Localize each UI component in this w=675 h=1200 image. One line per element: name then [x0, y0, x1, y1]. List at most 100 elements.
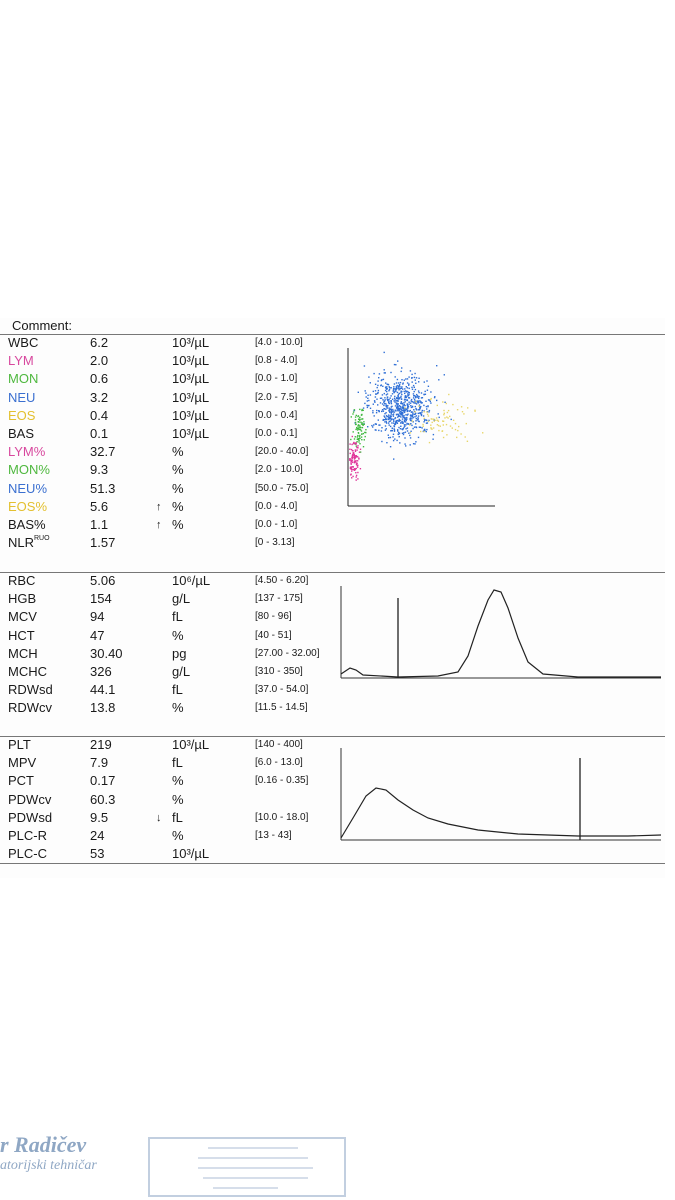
param-unit: fL [172, 755, 183, 771]
param-unit: fL [172, 809, 183, 825]
param-range: [13 - 43] [255, 830, 292, 841]
param-name: BAS [8, 426, 35, 441]
param-value: 30.40 [90, 645, 123, 661]
param-value: 44.1 [90, 682, 116, 698]
param-value: 154 [90, 591, 112, 607]
divider-top [0, 334, 665, 335]
param-value: 0.6 [90, 371, 109, 387]
plt-histogram [340, 748, 662, 841]
param-name: MON% [8, 462, 50, 478]
signature-title: atorijski tehničar [0, 1158, 97, 1173]
param-range: [40 - 51] [255, 629, 292, 641]
param-value: 326 [90, 664, 112, 679]
param-name: PLC-R [8, 828, 48, 843]
param-value: 53 [90, 846, 105, 862]
param-value: 13.8 [90, 700, 116, 716]
param-value: 0.17 [90, 773, 116, 789]
signature-stamp-area: r Radičev atorijski tehničar [0, 1120, 675, 1200]
param-name: MCV [8, 609, 37, 625]
param-unit: 10⁶/µL [172, 573, 211, 588]
param-range: [0 - 3.13] [255, 537, 295, 549]
param-range: [0.0 - 4.0] [255, 500, 298, 512]
param-range: [2.0 - 7.5] [255, 391, 298, 403]
param-name: PCT [8, 773, 34, 789]
param-value: 94 [90, 609, 105, 625]
param-range: [140 - 400] [255, 739, 303, 750]
param-value: 6.2 [90, 335, 109, 350]
param-unit: 10³/µL [172, 371, 210, 387]
lab-stamp-graphic [148, 1137, 346, 1197]
param-name: PLT [8, 737, 31, 752]
param-name: BAS% [8, 517, 46, 532]
param-value: 5.06 [90, 573, 116, 588]
param-value: 9.5 [90, 809, 109, 825]
param-value: 2.0 [90, 353, 109, 369]
param-range: [37.0 - 54.0] [255, 684, 309, 696]
param-unit: % [172, 773, 184, 789]
param-name: RBC [8, 573, 36, 588]
param-name: LYM% [8, 444, 46, 460]
param-value: 47 [90, 627, 105, 643]
signature-name: r Radičev [0, 1132, 87, 1157]
param-name: LYM [8, 353, 34, 369]
param-range: [137 - 175] [255, 593, 303, 605]
param-name: EOS [8, 407, 36, 423]
param-unit: 10³/µL [172, 426, 210, 441]
param-unit: % [172, 791, 184, 807]
param-name: MCHC [8, 664, 47, 679]
param-unit: % [172, 517, 184, 532]
param-range: [2.0 - 10.0] [255, 464, 303, 476]
param-name: NEU% [8, 480, 48, 496]
param-value: 1.1 [90, 517, 109, 532]
param-unit: 10³/µL [172, 335, 210, 350]
param-range: [4.50 - 6.20] [255, 575, 309, 586]
comment-label: Comment: [12, 318, 72, 333]
param-flag: ↑ [156, 500, 162, 513]
plt-distribution-curve [340, 787, 662, 839]
param-range: [6.0 - 13.0] [255, 757, 303, 769]
param-range: [4.0 - 10.0] [255, 337, 303, 348]
param-name: NEU [8, 389, 36, 405]
param-unit: % [172, 498, 184, 514]
param-unit: % [172, 480, 184, 496]
param-flag: ↑ [156, 519, 162, 531]
param-name: PDWsd [8, 809, 53, 825]
param-value: 3.2 [90, 389, 109, 405]
param-name: MPV [8, 755, 37, 771]
param-unit: 10³/µL [172, 389, 210, 405]
param-range: [0.0 - 0.4] [255, 409, 298, 421]
wbc-scatter-plot [347, 348, 495, 507]
param-name: MON [8, 371, 39, 387]
lab-report-sheet: Comment: WBC 6.2 10³/µL [4.0 - 10.0] LYM 2.0 1… [0, 318, 665, 878]
param-name: EOS% [8, 498, 48, 514]
param-unit: fL [172, 682, 183, 698]
divider-bottom [0, 863, 665, 864]
param-range: [10.0 - 18.0] [255, 811, 309, 823]
param-unit: g/L [172, 664, 191, 679]
param-range: [0.8 - 4.0] [255, 355, 298, 367]
param-unit: % [172, 700, 184, 716]
param-value: 219 [90, 737, 112, 752]
param-range: [0.0 - 1.0] [255, 519, 298, 530]
param-value: 5.6 [90, 498, 109, 514]
param-range: [310 - 350] [255, 666, 303, 677]
param-range: [0.0 - 1.0] [255, 373, 298, 385]
param-unit: % [172, 462, 184, 478]
divider-rbc-plt [0, 736, 665, 737]
param-unit: % [172, 828, 184, 843]
param-range: [0.0 - 0.1] [255, 428, 298, 439]
param-unit: 10³/µL [172, 737, 210, 752]
rbc-distribution-curve [340, 589, 661, 678]
param-flag: ↓ [156, 811, 162, 824]
param-value: 51.3 [90, 480, 116, 496]
param-value: 7.9 [90, 755, 109, 771]
divider-wbc-rbc [0, 572, 665, 573]
param-unit: % [172, 627, 184, 643]
param-unit: 10³/µL [172, 846, 210, 862]
param-unit: pg [172, 645, 187, 661]
param-name-superscript: RUO [34, 535, 50, 543]
param-name: HCT [8, 627, 35, 643]
param-value: 1.57 [90, 535, 116, 551]
param-name: WBC [8, 335, 39, 350]
rbc-histogram [340, 586, 661, 679]
